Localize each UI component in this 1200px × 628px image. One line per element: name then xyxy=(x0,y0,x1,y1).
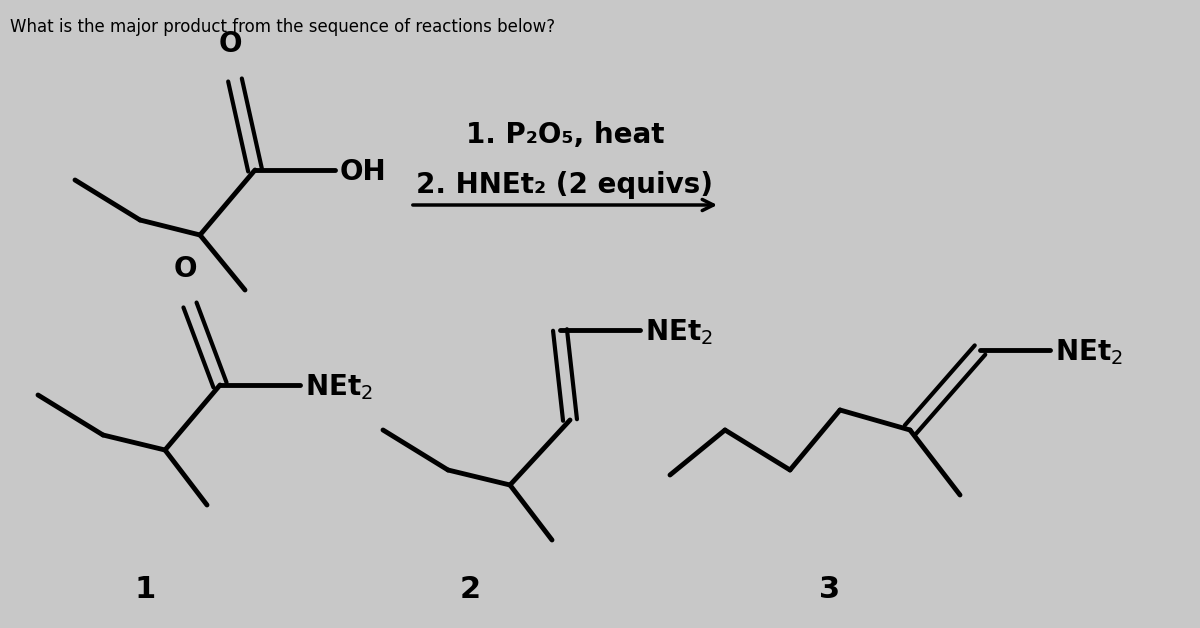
Text: 1: 1 xyxy=(134,575,156,605)
Text: 2. HNEt₂ (2 equivs): 2. HNEt₂ (2 equivs) xyxy=(416,171,714,199)
Text: OH: OH xyxy=(340,158,386,186)
Text: NEt$_2$: NEt$_2$ xyxy=(646,317,713,347)
Text: NEt$_2$: NEt$_2$ xyxy=(1055,337,1123,367)
Text: O: O xyxy=(173,255,197,283)
Text: O: O xyxy=(218,30,241,58)
Text: What is the major product from the sequence of reactions below?: What is the major product from the seque… xyxy=(10,18,556,36)
Text: 1. P₂O₅, heat: 1. P₂O₅, heat xyxy=(466,121,665,149)
Text: 3: 3 xyxy=(820,575,840,605)
Text: 2: 2 xyxy=(460,575,480,605)
Text: NEt$_2$: NEt$_2$ xyxy=(305,372,373,402)
